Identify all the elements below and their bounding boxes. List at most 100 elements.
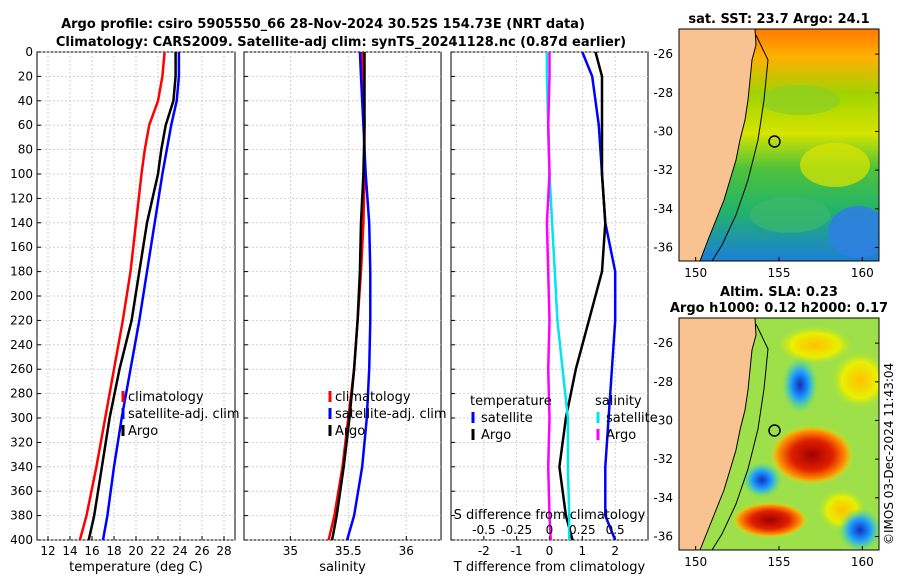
sst_map-xtick-label: 160 [851, 266, 874, 280]
depth-tick-label: 0 [25, 45, 33, 59]
depth-tick-label: 260 [10, 362, 33, 376]
sla-shelf-contour [711, 323, 769, 550]
depth-tick-label: 240 [10, 338, 33, 352]
sla_map-xtick-label: 155 [768, 555, 791, 569]
salinity-xtick-label: 36 [399, 544, 414, 558]
sla-map-title2: Argo h1000: 0.12 h2000: 0.17 [670, 301, 888, 316]
profile-panels: 0204060801001201401601802002202402602803… [10, 45, 658, 575]
sla_map-ytick-label: -36 [653, 529, 673, 543]
depth-tick-label: 60 [18, 118, 33, 132]
sla-map-ticks: 150 155 160 -26 -28 -30 -32 -34 -36 [653, 336, 879, 569]
series-argo [330, 52, 366, 541]
depth-tick-label: 180 [10, 265, 33, 279]
temperature-xtick-label: 16 [84, 544, 99, 558]
temperature-xtick-label: 24 [172, 544, 187, 558]
legend-label: Argo [128, 424, 158, 439]
figure-title-line1: Argo profile: csiro 5905550_66 28-Nov-20… [61, 17, 585, 32]
difference-xtick-label: -2 [478, 544, 490, 558]
difference-top-label: S difference from climatology [454, 508, 646, 523]
sst-map-title: sat. SST: 23.7 Argo: 24.1 [688, 12, 869, 27]
sla_map-ytick-label: -34 [653, 491, 673, 505]
depth-tick-label: 160 [10, 240, 33, 254]
salinity-diff-tick-label: 0 [546, 523, 554, 537]
salinity-diff-tick-label: 0.5 [606, 523, 625, 537]
sla_map-ytick-label: -28 [653, 375, 673, 389]
depth-tick-label: 80 [18, 143, 33, 157]
difference-xtick-label: 2 [611, 544, 619, 558]
depth-tick-label: 100 [10, 167, 33, 181]
legend-header: salinity [595, 394, 642, 409]
legend-label: climatology [128, 390, 204, 405]
sst_map-ytick-label: -32 [653, 163, 673, 177]
temperature-xtick-label: 14 [62, 544, 77, 558]
temperature-xtick-label: 26 [194, 544, 209, 558]
sla_map-ytick-label: -32 [653, 452, 673, 466]
series-temperature-argo [558, 51, 607, 541]
salinity-xtick-label: 35.5 [335, 544, 362, 558]
legend-label: Argo [481, 428, 511, 443]
legend-label: climatology [335, 390, 411, 405]
depth-tick-label: 40 [18, 94, 33, 108]
sst-argo-marker [768, 135, 781, 148]
sla_map-ytick-label: -30 [653, 413, 673, 427]
depth-tick-label: 140 [10, 216, 33, 230]
salinity-xlabel: salinity [319, 560, 366, 575]
temperature-xtick-label: 18 [106, 544, 121, 558]
sst_map-ytick-label: -36 [653, 240, 673, 254]
sla_map-xtick-label: 150 [684, 555, 707, 569]
temperature-xtick-label: 28 [216, 544, 231, 558]
difference-xtick-label: 1 [579, 544, 587, 558]
sst_map-ytick-label: -28 [653, 86, 673, 100]
sst-map-ticks: 150 155 160 -26 -28 -30 -32 -34 -36 [653, 47, 879, 280]
salinity-diff-tick-label: -0.25 [501, 523, 532, 537]
series-satellite-adj-clim [101, 52, 181, 541]
sla_map-xtick-label: 160 [851, 555, 874, 569]
temperature-xtick-label: 12 [40, 544, 55, 558]
series-argo [87, 52, 177, 541]
sst_map-ytick-label: -30 [653, 124, 673, 138]
difference-xlabel: T difference from climatology [453, 560, 646, 575]
depth-tick-label: 380 [10, 509, 33, 523]
sla-map: Altim. SLA: 0.23 Argo h1000: 0.12 h2000:… [653, 285, 888, 569]
sst-land [679, 29, 757, 261]
depth-tick-label: 120 [10, 191, 33, 205]
depth-tick-label: 300 [10, 411, 33, 425]
legend-header: temperature [470, 394, 552, 409]
sla-argo-marker [768, 424, 781, 437]
sst_map-xtick-label: 155 [768, 266, 791, 280]
legend-label: Argo [335, 424, 365, 439]
sla-map-title1: Altim. SLA: 0.23 [720, 285, 838, 300]
legend-label: satellite [481, 411, 533, 426]
depth-tick-label: 200 [10, 289, 33, 303]
difference-xtick-label: 0 [546, 544, 554, 558]
sst-map: sat. SST: 23.7 Argo: 24.1 150 155 160 -26 -2… [653, 12, 880, 280]
depth-tick-label: 400 [10, 533, 33, 547]
depth-tick-label: 20 [18, 69, 33, 83]
imos-watermark: ©IMOS 03-Dec-2024 11:43:04 [882, 363, 896, 545]
temperature-xtick-label: 20 [128, 544, 143, 558]
salinity-diff-tick-label: -0.5 [472, 523, 495, 537]
series-satellite-adj-clim [345, 51, 372, 541]
series-climatology [78, 51, 166, 541]
sst_map-ytick-label: -26 [653, 47, 673, 61]
salinity-xtick-label: 35 [283, 544, 298, 558]
depth-tick-label: 220 [10, 313, 33, 327]
sla_map-ytick-label: -26 [653, 336, 673, 350]
legend-label: Argo [606, 428, 636, 443]
temperature-xlabel: temperature (deg C) [69, 560, 203, 575]
sla-land [679, 318, 757, 550]
figure-title-line2: Climatology: CARS2009. Satellite-adj cli… [56, 35, 626, 50]
depth-tick-label: 340 [10, 460, 33, 474]
salinity-diff-tick-label: 0.25 [569, 523, 596, 537]
legend-label: satellite-adj. clim [335, 407, 447, 422]
legend-label: satellite-adj. clim [128, 407, 240, 422]
sst-shelf-contour [711, 34, 769, 261]
depth-tick-label: 320 [10, 435, 33, 449]
temperature-xtick-label: 22 [150, 544, 165, 558]
panel-difference: -2 -1 0 1 2 T difference from climatology temp… [450, 51, 658, 575]
depth-tick-label: 360 [10, 484, 33, 498]
sst_map-xtick-label: 150 [684, 266, 707, 280]
series-salinity-argo [545, 52, 553, 541]
difference-xtick-label: -1 [511, 544, 523, 558]
